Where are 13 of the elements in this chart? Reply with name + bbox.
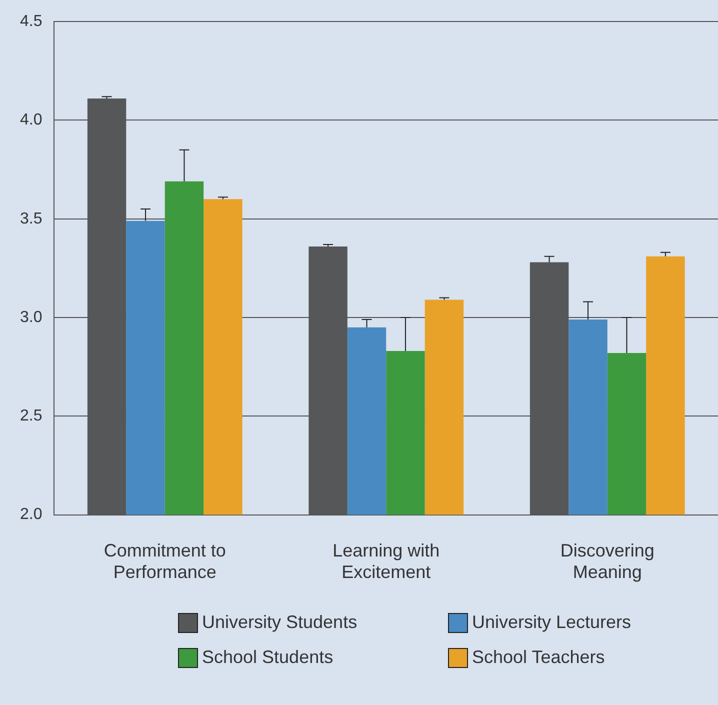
legend-label: School Teachers: [472, 647, 605, 668]
x-tick-label: Learning with Excitement: [332, 540, 440, 582]
y-tick-label: 4.5: [20, 13, 42, 30]
legend-label: University Students: [202, 612, 358, 633]
x-tick-label: Commitment to Performance: [104, 540, 226, 582]
y-tick-label: 2.0: [20, 506, 42, 524]
y-tick-label: 3.5: [20, 210, 42, 228]
legend-label: University Lecturers: [472, 612, 632, 633]
y-tick-label: 2.5: [20, 408, 42, 425]
y-tick-label: 4.0: [20, 112, 42, 129]
x-tick-label: Discovering Meaning: [560, 540, 654, 582]
legend-label: School Students: [202, 647, 334, 668]
y-tick-label: 3.0: [20, 308, 42, 326]
